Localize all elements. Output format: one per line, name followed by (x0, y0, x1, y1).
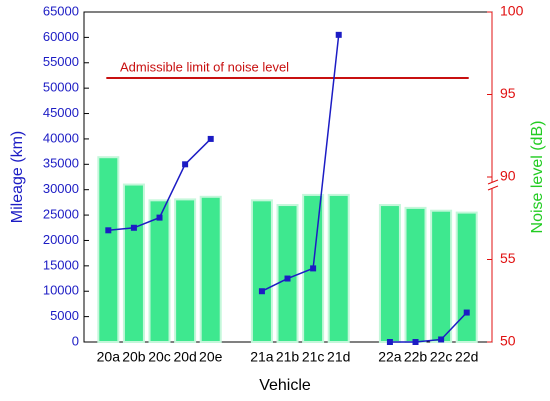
y2-tick-label: 95 (500, 85, 516, 101)
point-marker (284, 275, 291, 282)
bar (97, 156, 120, 343)
bar (122, 183, 145, 343)
bar (148, 199, 171, 343)
x-tick-label: 20c (148, 349, 171, 365)
bar (404, 206, 427, 343)
y-tick-label: 40000 (43, 130, 79, 145)
x-tick-label: 22a (378, 349, 402, 365)
point-marker (207, 135, 214, 142)
y-tick-label: 55000 (43, 54, 79, 69)
point-marker (310, 265, 317, 272)
bar (276, 204, 299, 343)
point-marker (463, 309, 470, 316)
x-tick-label: 20b (122, 349, 146, 365)
point-marker (156, 214, 163, 221)
axis-break (487, 185, 499, 191)
y-tick-label: 65000 (43, 3, 79, 18)
x-tick-label: 20e (199, 349, 223, 365)
bar (199, 195, 222, 343)
x-tick-label: 22d (455, 349, 478, 365)
y-tick-label: 30000 (43, 181, 79, 196)
bar (430, 209, 453, 343)
point-marker (130, 224, 137, 231)
x-tick-label: 22c (430, 349, 453, 365)
point-marker (335, 31, 342, 38)
y2-tick-label: 50 (500, 333, 516, 349)
x-axis-label: Vehicle (259, 377, 311, 394)
x-tick-label: 21b (276, 349, 300, 365)
y-tick-label: 15000 (43, 257, 79, 272)
bar (455, 211, 478, 343)
y-tick-label: 35000 (43, 156, 79, 171)
point-marker (438, 336, 445, 343)
bar (174, 198, 197, 343)
x-tick-label: 20a (97, 349, 121, 365)
point-marker (105, 227, 112, 234)
y-axis-label: Mileage (km) (9, 131, 26, 223)
point-marker (386, 339, 393, 345)
bar (327, 193, 350, 343)
x-tick-label: 21a (250, 349, 274, 365)
point-marker (412, 339, 419, 345)
bar (250, 199, 273, 343)
y-tick-label: 50000 (43, 80, 79, 95)
x-tick-label: 20d (173, 349, 196, 365)
y2-axis-label: Noise level (dB) (529, 121, 546, 234)
x-tick-label: 21d (327, 349, 350, 365)
y-tick-label: 45000 (43, 105, 79, 120)
bar (378, 204, 401, 343)
y-tick-label: 0 (72, 333, 79, 348)
x-tick-label: 22b (404, 349, 428, 365)
y2-tick-label: 100 (500, 3, 524, 19)
x-tick-label: 21c (302, 349, 325, 365)
axis-break (487, 179, 499, 185)
y-tick-label: 20000 (43, 232, 79, 247)
point-marker (182, 161, 189, 168)
y-tick-label: 60000 (43, 29, 79, 44)
y2-tick-label: 55 (500, 250, 516, 266)
axis-break-gap (490, 182, 498, 188)
y-tick-label: 25000 (43, 207, 79, 222)
limit-label: Admissible limit of noise level (120, 59, 289, 74)
point-marker (258, 288, 265, 295)
y-tick-label: 10000 (43, 283, 79, 298)
y2-tick-label: 90 (500, 168, 516, 184)
y-tick-label: 5000 (50, 308, 79, 323)
